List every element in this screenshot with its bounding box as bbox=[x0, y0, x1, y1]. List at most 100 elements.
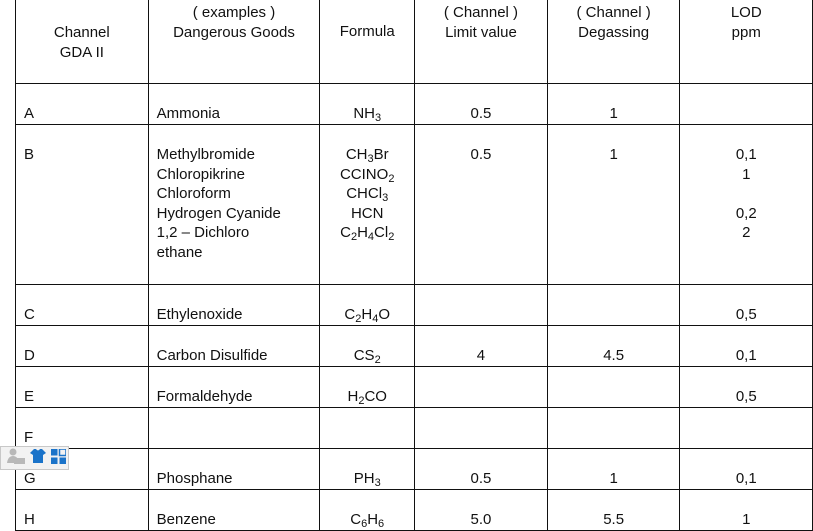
chemical-formula: CCINO2 bbox=[328, 165, 406, 185]
cell-lod: 0,5 bbox=[679, 366, 813, 408]
formula-part: H bbox=[361, 305, 373, 323]
header-text: Dangerous Goods bbox=[173, 23, 295, 41]
cell-lod bbox=[679, 83, 813, 125]
formula-part: H bbox=[357, 224, 368, 241]
header-text: Channel bbox=[53, 24, 110, 41]
cell-formula: C6H6 bbox=[319, 489, 416, 531]
header-text: LOD bbox=[730, 4, 762, 21]
formula-subscript: 3 bbox=[374, 476, 381, 489]
lod-value: 0,5 bbox=[735, 305, 757, 323]
chemical-formula: CHCl3 bbox=[328, 184, 406, 204]
cell-lod: 0,1 bbox=[679, 325, 813, 367]
chemical-formula: C6H6 bbox=[328, 510, 406, 530]
cell-lod: 0,1 bbox=[679, 448, 813, 490]
cell-formula bbox=[319, 407, 416, 449]
degassing-value: 1 bbox=[609, 469, 618, 487]
substance-name: Methylbromide bbox=[156, 146, 255, 163]
gas-channel-table: Channel GDA II ( examples ) Dangerous Good… bbox=[15, 0, 813, 531]
formula-subscript: 2 bbox=[358, 394, 365, 407]
header-text: GDA II bbox=[59, 43, 104, 61]
substance-name: Hydrogen Cyanide bbox=[156, 204, 281, 222]
cell-channel: H bbox=[15, 489, 149, 531]
chemical-formula: H2CO bbox=[328, 387, 406, 407]
formula-part: H bbox=[367, 510, 379, 528]
header-formula: Formula bbox=[319, 0, 416, 84]
cell-limit: 5.0 bbox=[414, 489, 548, 531]
table-row: C Ethylenoxide C2H4O 0,5 bbox=[15, 284, 813, 326]
cell-lod bbox=[679, 407, 813, 449]
formula-part: CO bbox=[364, 387, 387, 405]
header-lod: LOD ppm bbox=[679, 0, 813, 84]
chemical-formula: C2H4Cl2 bbox=[328, 223, 406, 243]
shirt-icon[interactable] bbox=[30, 448, 46, 468]
cell-channel: B bbox=[15, 124, 149, 285]
cell-degassing: 1 bbox=[546, 83, 681, 125]
cell-limit bbox=[414, 407, 548, 449]
limit-value: 4 bbox=[476, 346, 486, 364]
cell-channel: E bbox=[15, 366, 149, 408]
substance-name: Phosphane bbox=[156, 469, 233, 487]
formula-part: NH bbox=[353, 104, 375, 122]
lod-value: 0,5 bbox=[735, 387, 757, 405]
limit-value bbox=[423, 305, 539, 325]
formula-subscript: 3 bbox=[367, 153, 374, 165]
formula-part: O bbox=[378, 305, 391, 323]
channel-label: D bbox=[24, 346, 35, 364]
formula-subscript: 4 bbox=[367, 231, 375, 243]
header-text: Limit value bbox=[445, 23, 517, 41]
lod-value: 0,1 bbox=[735, 469, 757, 487]
channel-label: B bbox=[24, 146, 35, 163]
lod-value: 0,2 bbox=[735, 204, 757, 222]
degassing-value bbox=[556, 305, 672, 325]
lod-value: 1 bbox=[742, 165, 751, 183]
channel-label: H bbox=[24, 510, 35, 528]
cell-formula: C2H4O bbox=[319, 284, 416, 326]
cell-formula: H2CO bbox=[319, 366, 416, 408]
formula-subscript: 6 bbox=[378, 517, 385, 530]
floating-toolbar bbox=[0, 446, 69, 470]
limit-value: 5.0 bbox=[470, 510, 492, 528]
table-row: E Formaldehyde H2CO 0,5 bbox=[15, 366, 813, 408]
formula-part: CHCl bbox=[346, 185, 383, 202]
degassing-value bbox=[556, 428, 672, 448]
limit-value bbox=[423, 428, 539, 448]
header-goods: ( examples ) Dangerous Goods bbox=[147, 0, 321, 84]
cell-goods: Ammonia bbox=[147, 83, 321, 125]
formula-part: CS bbox=[353, 346, 375, 364]
cell-degassing bbox=[546, 407, 681, 449]
cell-limit: 0.5 bbox=[414, 448, 548, 490]
cell-goods bbox=[147, 407, 321, 449]
degassing-value bbox=[556, 387, 672, 407]
degassing-value: 1 bbox=[609, 146, 618, 163]
limit-value: 0.5 bbox=[470, 469, 492, 487]
lod-value: 0,1 bbox=[735, 146, 757, 163]
formula-subscript: 3 bbox=[382, 192, 389, 204]
limit-value: 0.5 bbox=[470, 104, 492, 122]
channel-label: C bbox=[24, 305, 35, 323]
chemical-formula: HCN bbox=[328, 204, 406, 224]
substance-name: Carbon Disulfide bbox=[156, 346, 268, 364]
cell-degassing: 1 bbox=[546, 124, 681, 285]
formula-part: C bbox=[344, 305, 356, 323]
header-text: Degassing bbox=[578, 23, 650, 41]
formula-part: Cl bbox=[374, 224, 389, 241]
header-channel: Channel GDA II bbox=[15, 0, 149, 84]
cell-channel: F bbox=[15, 407, 149, 449]
lod-value: 0,1 bbox=[735, 346, 757, 364]
grid-icon[interactable] bbox=[51, 447, 67, 468]
header-text: Formula bbox=[339, 23, 395, 40]
channel-label: A bbox=[24, 104, 35, 122]
header-text: ( examples ) bbox=[192, 4, 276, 21]
cell-lod: 0,1 1 0,2 2 bbox=[679, 124, 813, 285]
header-text: ( Channel ) bbox=[576, 4, 651, 21]
cell-limit: 4 bbox=[414, 325, 548, 367]
table-row: H Benzene C6H6 5.0 5.5 1 bbox=[15, 489, 813, 531]
substance-name bbox=[157, 428, 312, 448]
table-row: B Methylbromide Chloropikrine Chloroform Hyd… bbox=[15, 124, 813, 285]
substance-name: Formaldehyde bbox=[156, 387, 253, 405]
lod-value: 2 bbox=[742, 224, 751, 241]
user-badge-icon[interactable] bbox=[7, 448, 25, 468]
formula-subscript: 2 bbox=[388, 172, 395, 185]
cell-degassing: 1 bbox=[546, 448, 681, 490]
formula-subscript: 2 bbox=[388, 231, 395, 243]
